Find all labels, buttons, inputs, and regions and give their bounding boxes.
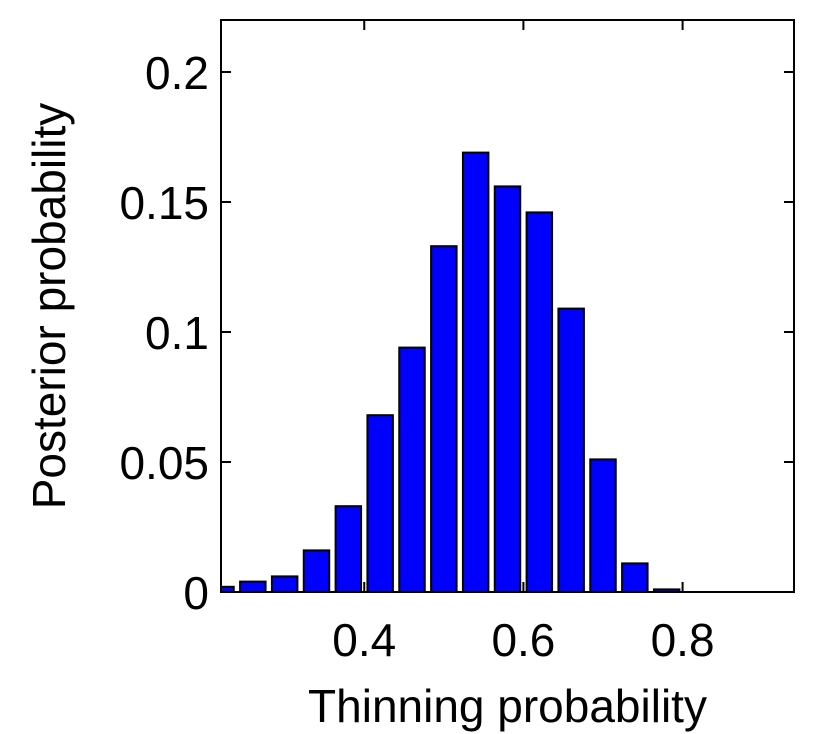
bar-11 (557, 307, 585, 592)
bar-6 (398, 346, 426, 592)
y-tick-label-4: 0.2 (145, 47, 209, 99)
x-tick-label-1: 0.6 (491, 614, 555, 666)
bar-9 (493, 185, 522, 592)
bar-7 (430, 245, 458, 592)
bar-1 (239, 580, 267, 592)
bar-12 (589, 458, 617, 592)
y-axis-label: Posterior probability (23, 103, 75, 510)
bar-3 (302, 549, 331, 592)
bar-5 (366, 414, 394, 592)
x-tick-labels: 0.4 0.6 0.8 (332, 614, 714, 666)
bar-2 (270, 575, 299, 592)
bar-0 (221, 585, 235, 592)
bar-14 (652, 588, 681, 592)
y-tick-labels: 0 0.05 0.1 0.15 0.2 (119, 47, 209, 619)
y-tick-label-0: 0 (183, 567, 209, 619)
bar-4 (334, 505, 363, 592)
x-tick-label-2: 0.8 (651, 614, 715, 666)
y-tick-label-1: 0.05 (119, 437, 209, 489)
bar-8 (461, 151, 490, 592)
bar-10 (525, 211, 554, 592)
tick-marks (221, 20, 794, 593)
y-tick-label-2: 0.1 (145, 307, 209, 359)
y-tick-label-3: 0.15 (119, 177, 209, 229)
x-axis-label: Thinning probability (308, 680, 707, 732)
plot-frame (220, 19, 795, 593)
bars-group (221, 151, 681, 592)
x-tick-label-0: 0.4 (332, 614, 396, 666)
bar-13 (621, 562, 649, 592)
